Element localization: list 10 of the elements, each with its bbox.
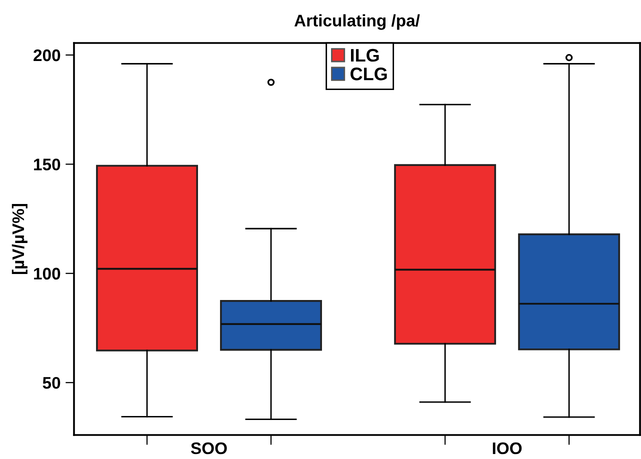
legend-label: CLG: [350, 68, 387, 80]
x-tick-label: IOO: [492, 442, 522, 454]
chart-title: Articulating /pa/: [294, 14, 420, 30]
y-tick-label: 200: [34, 49, 60, 62]
y-tick-label: 50: [42, 376, 60, 389]
y-tick-label: 100: [34, 268, 60, 280]
y-tick-label: 150: [34, 158, 60, 170]
y-axis-title: [µV/µV%]: [12, 204, 28, 274]
x-tick-label: SOO: [190, 442, 227, 454]
legend-label: ILG: [351, 48, 379, 62]
